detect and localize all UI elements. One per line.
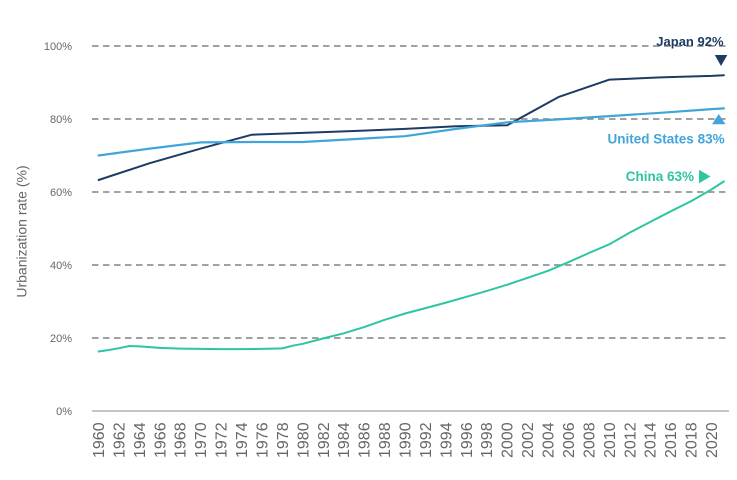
svg-text:1972: 1972	[214, 422, 231, 458]
svg-text:80%: 80%	[50, 114, 72, 126]
svg-text:2016: 2016	[663, 422, 680, 458]
svg-text:2002: 2002	[520, 422, 537, 458]
svg-text:1998: 1998	[479, 422, 496, 458]
svg-text:1982: 1982	[316, 422, 333, 458]
svg-text:Japan 92%: Japan 92%	[656, 34, 724, 49]
svg-text:20%: 20%	[50, 333, 72, 345]
svg-text:40%: 40%	[50, 260, 72, 272]
svg-text:2018: 2018	[684, 422, 701, 458]
svg-text:2004: 2004	[541, 422, 558, 458]
svg-text:Urbanization rate (%): Urbanization rate (%)	[14, 165, 30, 297]
svg-text:1968: 1968	[173, 422, 190, 458]
svg-text:1990: 1990	[398, 422, 415, 458]
svg-text:1976: 1976	[255, 422, 272, 458]
svg-text:2014: 2014	[643, 422, 660, 458]
svg-text:1964: 1964	[132, 422, 149, 458]
svg-text:100%: 100%	[44, 41, 72, 53]
svg-text:1962: 1962	[111, 422, 128, 458]
svg-text:60%: 60%	[50, 187, 72, 199]
svg-text:1960: 1960	[91, 422, 108, 458]
svg-text:1996: 1996	[459, 422, 476, 458]
svg-text:1980: 1980	[295, 422, 312, 458]
svg-text:China 63%: China 63%	[626, 169, 694, 184]
svg-text:1988: 1988	[377, 422, 394, 458]
svg-text:1978: 1978	[275, 422, 292, 458]
svg-text:2012: 2012	[622, 422, 639, 458]
svg-text:2020: 2020	[704, 422, 721, 458]
svg-text:1986: 1986	[357, 422, 374, 458]
svg-text:1992: 1992	[418, 422, 435, 458]
svg-text:2008: 2008	[581, 422, 598, 458]
svg-text:1994: 1994	[438, 422, 455, 458]
svg-text:United States 83%: United States 83%	[608, 132, 725, 147]
svg-text:2010: 2010	[602, 422, 619, 458]
svg-text:2000: 2000	[500, 422, 517, 458]
svg-text:1984: 1984	[336, 422, 353, 458]
svg-text:1970: 1970	[193, 422, 210, 458]
svg-text:1974: 1974	[234, 422, 251, 458]
svg-text:2006: 2006	[561, 422, 578, 458]
svg-text:0%: 0%	[56, 406, 72, 418]
svg-text:1966: 1966	[152, 422, 169, 458]
